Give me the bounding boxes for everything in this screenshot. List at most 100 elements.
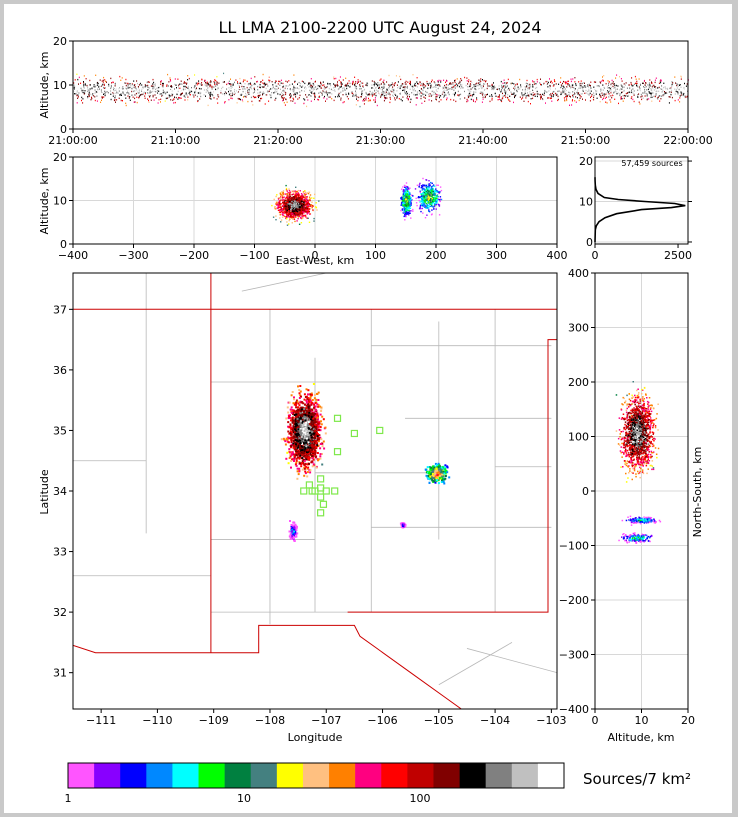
th-source-point — [263, 88, 265, 91]
ew-source-point — [299, 214, 301, 216]
th-source-point — [441, 93, 443, 95]
th-source-point — [311, 88, 313, 90]
th-source-point — [555, 88, 556, 90]
th-source-point — [676, 84, 678, 87]
th-source-point — [260, 81, 262, 83]
th-source-point — [215, 83, 217, 86]
th-source-point — [116, 87, 117, 89]
th-source-point — [528, 90, 530, 92]
th-source-point — [366, 84, 368, 87]
th-source-point — [310, 87, 312, 89]
th-source-point — [574, 93, 576, 95]
th-source-point — [521, 94, 523, 96]
th-source-point — [327, 90, 329, 92]
th-source-point — [368, 87, 370, 89]
th-source-point — [176, 93, 178, 96]
th-source-point — [683, 86, 685, 89]
th-source-point — [671, 90, 673, 92]
th-source-point — [542, 98, 544, 101]
th-source-point — [503, 85, 505, 87]
ew-source-point — [304, 214, 306, 217]
th-source-point — [415, 89, 417, 92]
th-source-point — [575, 84, 577, 87]
th-source-point — [473, 93, 474, 96]
th-source-point — [296, 92, 298, 94]
th-source-point — [554, 92, 556, 95]
th-source-point — [659, 80, 661, 82]
th-source-point — [112, 95, 114, 97]
th-source-point — [299, 88, 301, 90]
th-source-point — [114, 91, 116, 93]
ew-source-point — [405, 185, 407, 187]
th-source-point — [484, 83, 486, 85]
th-source-point — [221, 93, 223, 95]
ew-source-point — [314, 193, 316, 196]
ew-source-point — [301, 206, 303, 208]
th-source-point — [247, 85, 249, 88]
th-source-point — [242, 100, 244, 103]
th-source-point — [475, 84, 477, 87]
ew-source-point — [279, 200, 281, 202]
ew-source-point — [422, 197, 425, 200]
th-source-point — [216, 76, 218, 78]
th-source-point — [223, 93, 225, 95]
th-source-point — [283, 90, 284, 92]
th-source-point — [477, 91, 479, 93]
th-source-point — [423, 85, 424, 88]
th-source-point — [166, 89, 167, 92]
th-source-point — [98, 88, 100, 91]
th-source-point — [585, 99, 586, 101]
th-source-point — [540, 83, 541, 86]
th-source-point — [677, 88, 679, 91]
ew-source-point — [294, 205, 296, 207]
th-source-point — [362, 85, 364, 87]
th-source-point — [610, 89, 612, 91]
th-source-point — [621, 91, 622, 94]
th-source-point — [216, 88, 218, 91]
ew-source-point — [427, 193, 429, 195]
th-source-point — [563, 92, 565, 94]
th-source-point — [76, 73, 78, 75]
ew-source-point — [279, 214, 282, 216]
ew-source-point — [283, 208, 285, 210]
th-source-point — [391, 88, 393, 90]
th-source-point — [446, 89, 448, 91]
th-source-point — [290, 94, 292, 96]
th-source-point — [124, 94, 126, 96]
th-source-point — [371, 80, 373, 82]
th-source-point — [186, 93, 188, 96]
ew-source-point — [293, 209, 296, 211]
th-source-point — [679, 86, 680, 88]
th-source-point — [295, 87, 297, 90]
th-source-point — [421, 102, 423, 104]
th-source-point — [315, 91, 317, 93]
th-source-point — [567, 84, 569, 86]
th-source-point — [396, 88, 398, 91]
th-source-point — [525, 87, 526, 89]
th-source-point — [607, 86, 609, 88]
th-source-point — [420, 92, 422, 94]
th-source-point — [424, 91, 426, 93]
th-source-point — [262, 79, 264, 81]
th-source-point — [136, 91, 138, 93]
th-source-point — [558, 85, 560, 87]
ew-source-point — [284, 199, 287, 201]
th-source-point — [559, 81, 561, 83]
th-source-point — [210, 93, 212, 95]
th-source-point — [563, 90, 565, 92]
th-source-point — [680, 91, 682, 93]
th-source-point — [600, 93, 601, 95]
th-source-point — [263, 86, 265, 88]
ew-source-point — [315, 206, 317, 208]
th-source-point — [593, 94, 595, 97]
th-source-point — [466, 100, 468, 103]
ew-source-point — [275, 195, 277, 198]
ew-source-point — [408, 208, 410, 210]
th-source-point — [564, 88, 566, 90]
th-source-point — [322, 81, 324, 83]
th-source-point — [562, 82, 563, 85]
th-source-point — [236, 90, 238, 92]
th-source-point — [245, 96, 247, 98]
th-source-point — [170, 90, 172, 92]
th-source-point — [565, 82, 567, 85]
